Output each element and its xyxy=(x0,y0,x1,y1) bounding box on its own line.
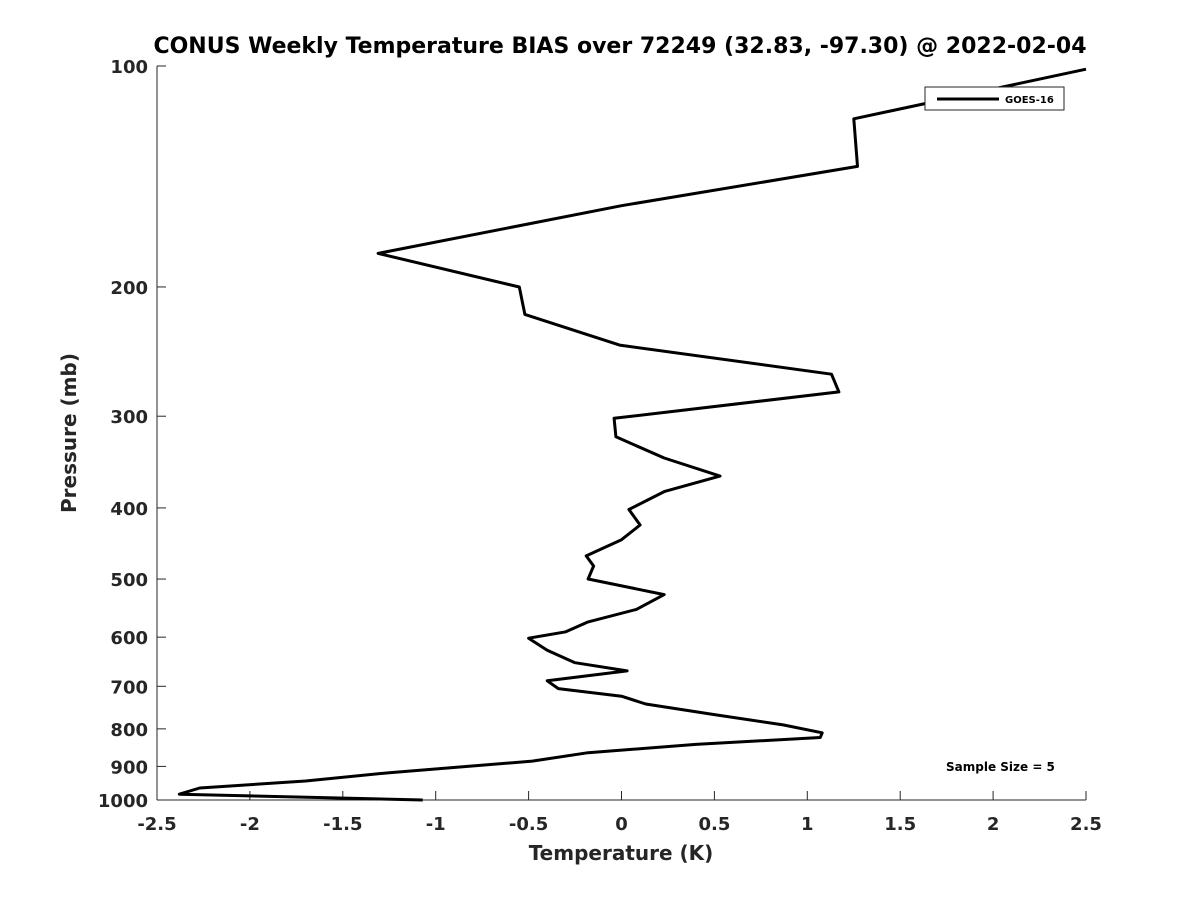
x-tick-label: 2.5 xyxy=(1070,814,1102,835)
y-tick-label: 600 xyxy=(110,628,148,649)
y-tick-label: 700 xyxy=(110,677,148,698)
y-tick-label: 1000 xyxy=(98,791,148,812)
x-tick-label: 1.5 xyxy=(884,814,916,835)
x-tick-label: -2.5 xyxy=(137,814,176,835)
y-tick-label: 500 xyxy=(110,570,148,591)
x-tick-label: -1 xyxy=(426,814,446,835)
y-tick-label: 200 xyxy=(110,278,148,299)
x-tick-label: 1 xyxy=(801,814,814,835)
y-tick-label: 900 xyxy=(110,757,148,778)
x-tick-label: 0 xyxy=(615,814,628,835)
x-tick-label: -1.5 xyxy=(323,814,362,835)
y-tick-label: 100 xyxy=(110,57,148,78)
series-line-goes16 xyxy=(177,67,1087,802)
chart-title: CONUS Weekly Temperature BIAS over 72249… xyxy=(153,34,1086,59)
x-ticks: -2.5 -2 -1.5 -1 -0.5 0 0.5 1 1.5 2 2.5 xyxy=(137,791,1102,835)
legend-label: GOES-16 xyxy=(1005,95,1054,106)
y-tick-label: 800 xyxy=(110,720,148,741)
x-tick-label: 2 xyxy=(987,814,1000,835)
y-ticks: 100 200 300 400 500 600 700 800 900 1000 xyxy=(98,57,166,812)
y-tick-label: 400 xyxy=(110,499,148,520)
legend: GOES-16 xyxy=(924,86,1065,111)
x-tick-label: -2 xyxy=(240,814,260,835)
y-tick-label: 300 xyxy=(110,407,148,428)
x-axis-label: Temperature (K) xyxy=(529,841,714,865)
axes xyxy=(156,66,1086,801)
sample-size-annotation: Sample Size = 5 xyxy=(946,760,1055,774)
x-tick-label: 0.5 xyxy=(698,814,730,835)
x-tick-label: -0.5 xyxy=(509,814,548,835)
y-axis-label: Pressure (mb) xyxy=(57,353,81,513)
